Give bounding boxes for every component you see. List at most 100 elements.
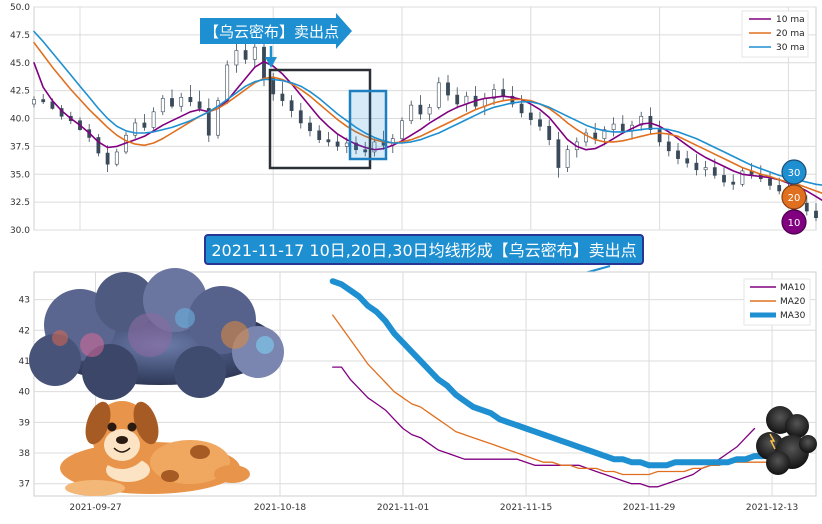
- candle-body: [666, 141, 671, 152]
- candle-body: [584, 132, 588, 143]
- y-tick-label: 39: [19, 418, 31, 428]
- top-ma-lines: [33, 30, 822, 202]
- badge-20-label: 20: [788, 193, 801, 204]
- legend-label-30ma: 30 ma: [776, 43, 805, 53]
- legend-label-ma10: MA10: [780, 283, 806, 293]
- badge-20: 20: [781, 184, 807, 210]
- candle-body: [418, 104, 423, 115]
- legend-label-ma30: MA30: [780, 311, 806, 321]
- y-tick-label: 38: [19, 449, 31, 459]
- y-tick-label: 43: [19, 296, 30, 306]
- candle-body: [409, 104, 414, 122]
- ma30-line: [329, 278, 784, 469]
- candle-body: [308, 122, 312, 132]
- candle-body: [547, 126, 552, 140]
- y-tick-label: 42.5: [10, 87, 30, 97]
- candle-body: [133, 122, 138, 136]
- badge-30: 30: [781, 159, 807, 185]
- candle-body: [335, 141, 340, 147]
- y-tick-label: 40.0: [10, 115, 30, 125]
- candle-body: [740, 170, 745, 185]
- top-panel: 30.0 32.5 35.0 37.5 40.0 42.5 45.0 47.5 50.0 10 …: [10, 3, 822, 236]
- bottom-ma-lines: [329, 278, 784, 488]
- candle-body: [206, 108, 211, 136]
- x-tick-label: 2021-09-27: [69, 503, 121, 513]
- candle-body: [41, 99, 46, 103]
- y-tick-label: 32.5: [10, 198, 30, 208]
- candle-body: [252, 46, 257, 60]
- legend-label-ma20: MA20: [780, 297, 806, 307]
- candle-body: [694, 162, 699, 171]
- bottom-y-axis: 37 38 39 40 41 42 43: [19, 296, 31, 490]
- candle-body: [602, 129, 607, 139]
- candle-body: [492, 89, 496, 99]
- middle-banner-box: [204, 234, 644, 265]
- candle-body: [657, 129, 662, 143]
- legend-label-10ma: 10 ma: [776, 15, 805, 25]
- x-tick-label: 2021-11-01: [377, 503, 429, 513]
- x-tick-label: 2021-11-29: [623, 503, 676, 513]
- top-callout-arrow-shape: [200, 13, 352, 49]
- y-tick-label: 37.5: [10, 142, 30, 152]
- bottom-legend: MA10 MA20 MA30: [743, 278, 811, 326]
- candle-body: [676, 150, 680, 159]
- storm-cloud-illustration: [29, 268, 284, 400]
- y-tick-label: 42: [19, 326, 30, 336]
- candle-body: [611, 123, 616, 130]
- badge-30-label: 30: [788, 168, 801, 179]
- candle-body: [105, 152, 110, 165]
- cartoon-dog-illustration: [60, 401, 250, 496]
- candle-body: [298, 110, 303, 124]
- x-tick-label: 2021-11-15: [500, 503, 552, 513]
- candle-body: [243, 50, 248, 60]
- candle-body: [160, 98, 165, 113]
- candle-body: [528, 112, 533, 120]
- top-callout-pointer-head: [265, 57, 277, 68]
- candle-body: [501, 89, 506, 97]
- candle-body: [722, 175, 726, 183]
- candle-body: [289, 100, 294, 111]
- highlight-box-dark: [268, 68, 372, 170]
- candle-body: [188, 97, 193, 103]
- y-tick-label: 35.0: [10, 170, 30, 180]
- candle-body: [280, 93, 285, 101]
- x-tick-label: 2021-12-13: [746, 503, 798, 513]
- candle-body: [400, 120, 404, 139]
- y-tick-label: 50.0: [10, 3, 30, 13]
- candle-body: [565, 149, 570, 168]
- badge-10-label: 10: [788, 218, 801, 229]
- y-tick-label: 47.5: [10, 31, 30, 41]
- candle-body: [151, 111, 156, 128]
- ma20-line: [332, 314, 782, 476]
- top-callout: 【乌云密布】卖出点: [200, 13, 352, 68]
- candle-body: [538, 119, 542, 127]
- ma30-line: [33, 30, 822, 186]
- candle-body: [804, 202, 809, 212]
- y-tick-label: 41: [19, 357, 30, 367]
- candle-body: [703, 167, 708, 171]
- candle-body: [363, 149, 368, 153]
- candle-body: [234, 50, 239, 66]
- candle-body: [768, 178, 772, 186]
- bottom-x-axis: 2021-09-27 2021-10-18 2021-11-01 2021-11-15…: [69, 503, 798, 513]
- y-tick-label: 45.0: [10, 59, 30, 69]
- candle-body: [556, 139, 561, 168]
- candle-body: [142, 122, 147, 128]
- top-callout-text: 【乌云密布】卖出点: [204, 23, 339, 41]
- candle-body: [777, 185, 782, 192]
- y-tick-label: 37: [19, 480, 30, 490]
- highlight-box-blue: [348, 89, 388, 161]
- candle-body: [446, 82, 450, 96]
- top-y-axis: 30.0 32.5 35.0 37.5 40.0 42.5 45.0 47.5 50.0: [10, 3, 30, 236]
- candle-body: [731, 181, 736, 185]
- candle-body: [317, 130, 322, 140]
- y-tick-label: 30.0: [10, 226, 30, 236]
- candle-body: [372, 141, 377, 153]
- ma20-line: [33, 41, 822, 195]
- candle-body: [271, 78, 276, 95]
- candle-body: [354, 142, 358, 151]
- candle-body: [197, 101, 202, 109]
